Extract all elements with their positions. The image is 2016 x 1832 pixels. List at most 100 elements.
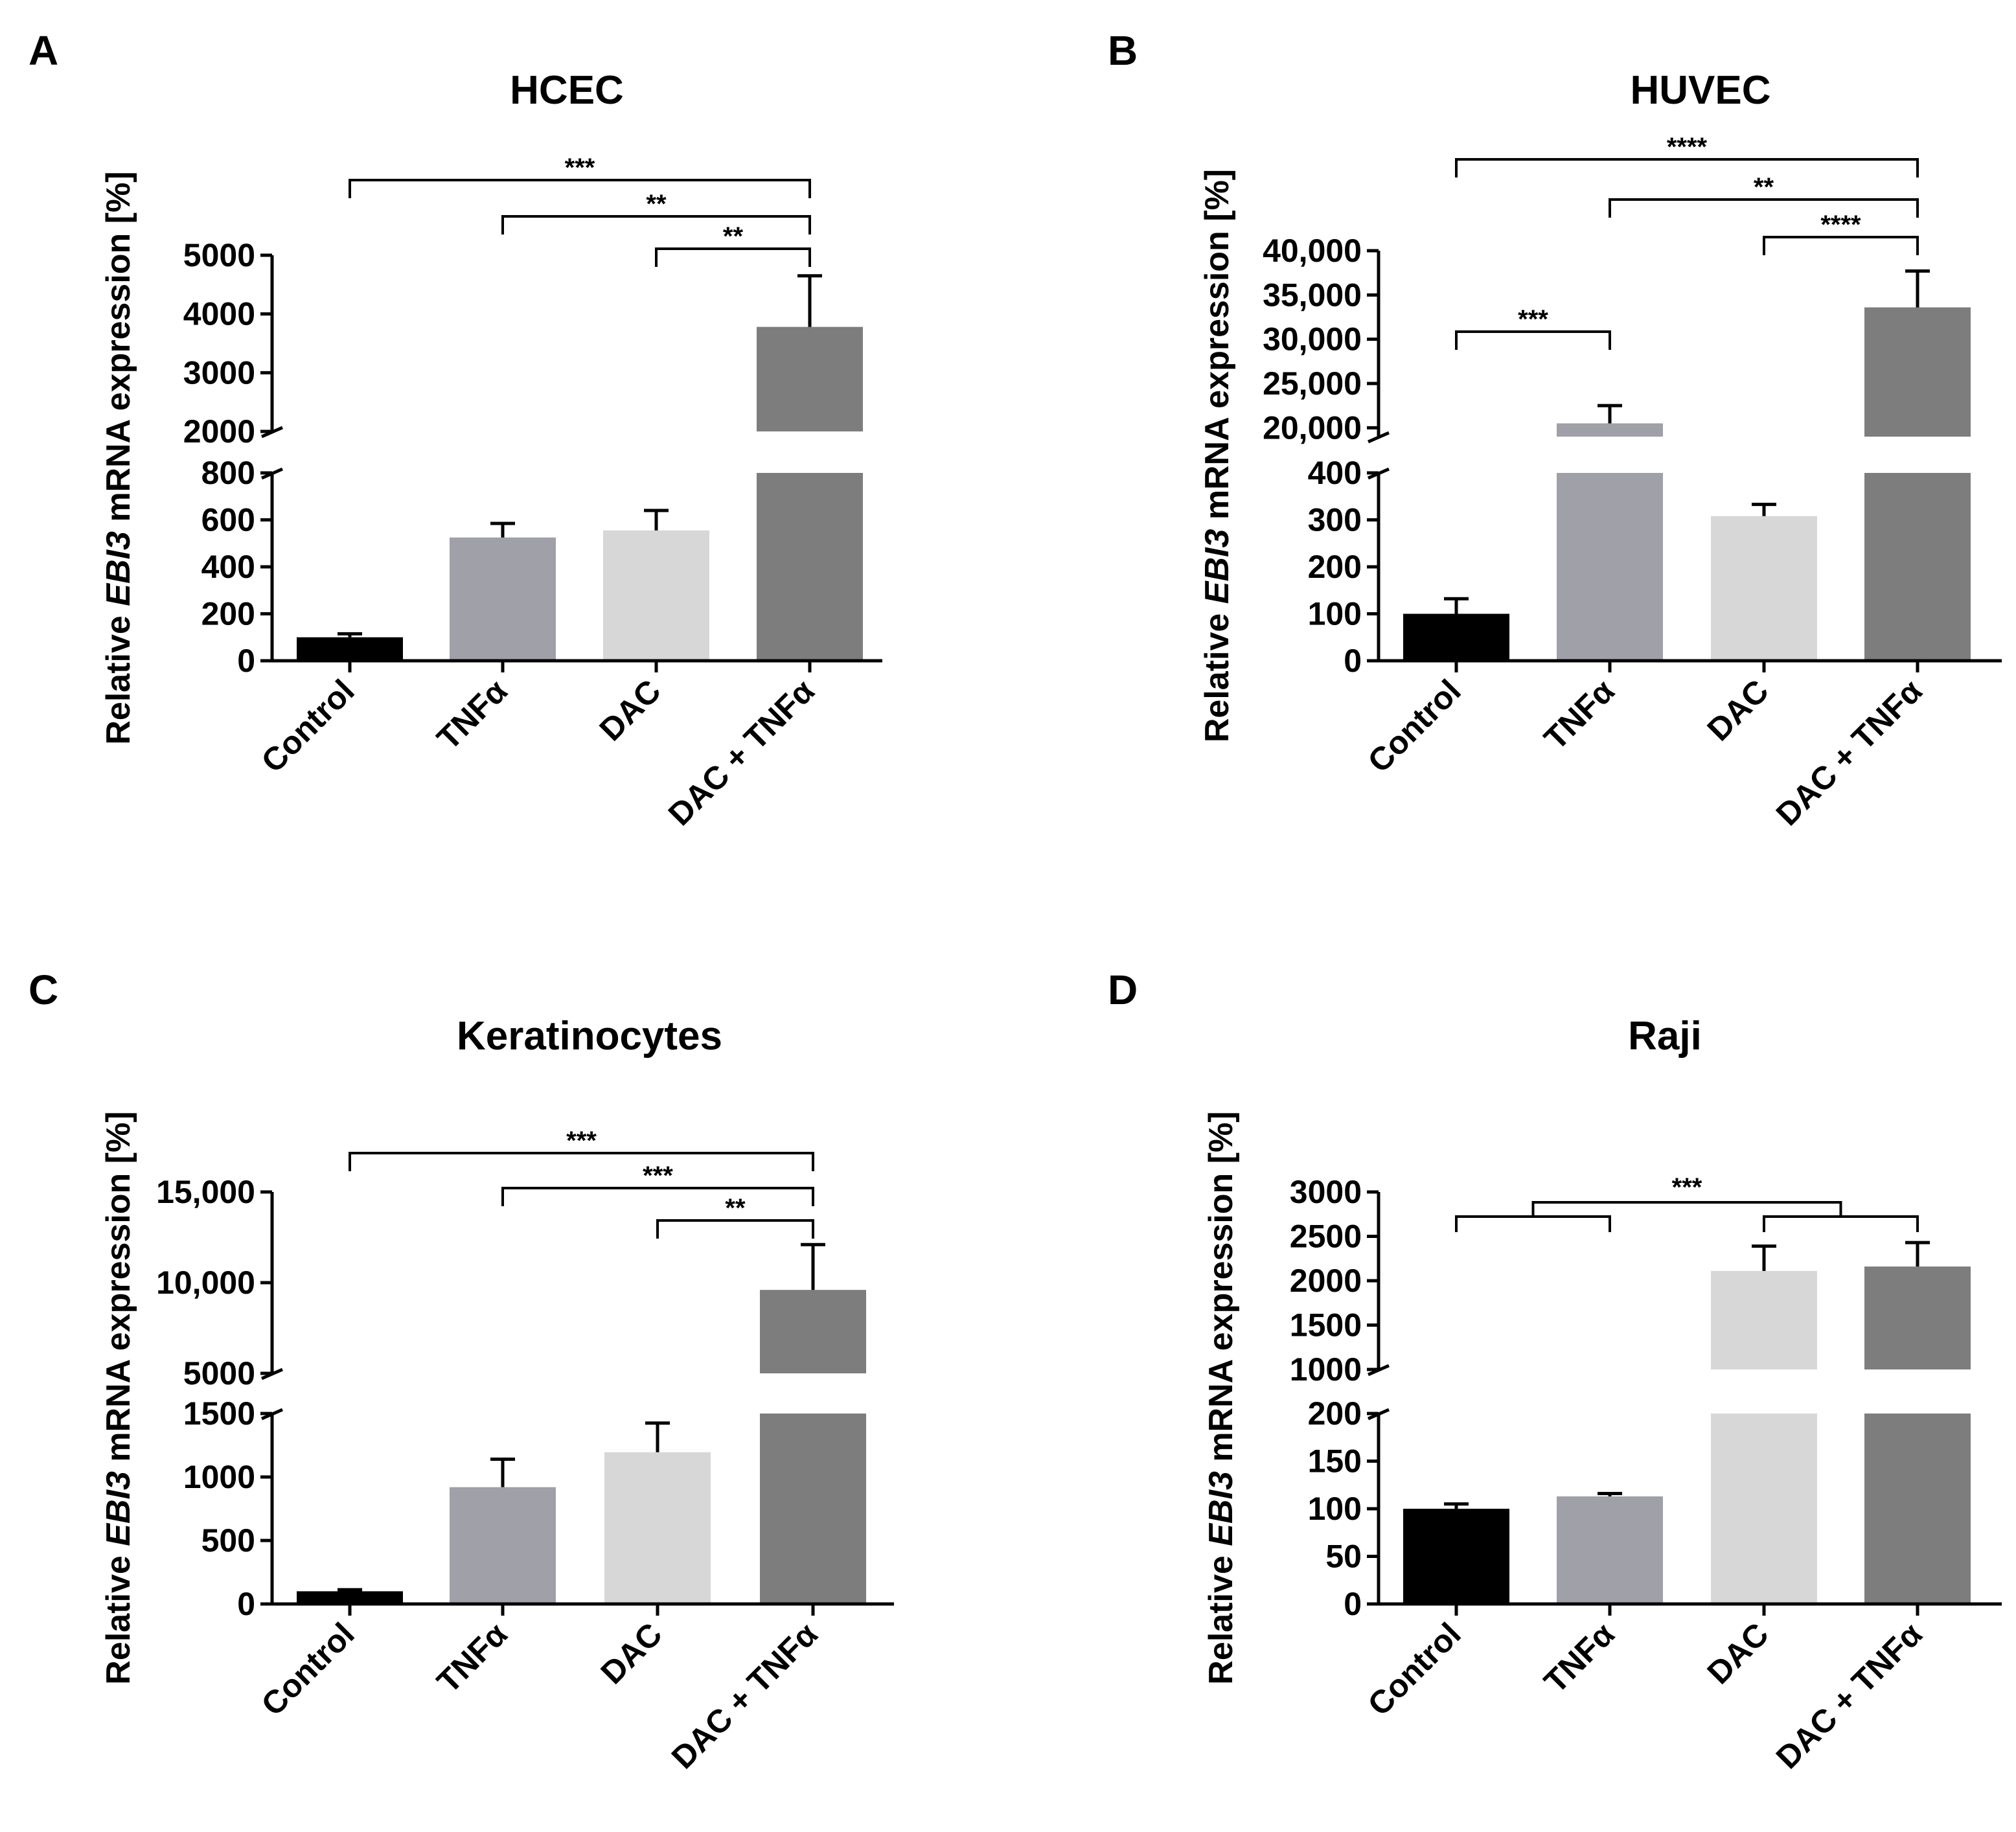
chart-title: Keratinocytes — [457, 1014, 722, 1059]
y-tick-label: 5000 — [183, 1355, 255, 1391]
y-axis-label: Relative EBI3 mRNA expression [%] — [100, 171, 137, 744]
significance-bracket — [1763, 236, 1919, 255]
y-tick-label: 20,000 — [1263, 409, 1362, 446]
y-tick-label: 200 — [1308, 1395, 1362, 1432]
significance-label: ** — [1754, 173, 1774, 201]
y-axis-label: Relative EBI3 mRNA expression [%] — [1198, 169, 1236, 742]
panel-B: B HUVEC Relative EBI3 mRNA expression [%] 0… — [1108, 27, 2002, 832]
bar — [450, 1487, 556, 1604]
chart-title: HUVEC — [1630, 68, 1770, 113]
significance-bracket — [501, 215, 811, 235]
bar — [1557, 1496, 1663, 1604]
y-tick-label: 1000 — [183, 1459, 255, 1495]
bar — [297, 637, 403, 661]
y-axis-label-post: mRNA expression [%] — [100, 171, 137, 531]
bar-lower-segment — [1557, 473, 1663, 661]
category-label: DAC + TNFα — [1769, 672, 1929, 832]
y-tick-label: 400 — [201, 549, 255, 585]
y-axis-label-post: mRNA expression [%] — [1202, 1111, 1240, 1471]
y-tick-label: 1500 — [1290, 1307, 1362, 1344]
bar — [297, 1591, 403, 1604]
bar-upper-segment — [1557, 423, 1663, 437]
significance-label: ** — [646, 190, 667, 218]
significance-label: ** — [723, 222, 744, 251]
bar-upper-segment — [1864, 1266, 1971, 1369]
y-tick-label: 100 — [1308, 1491, 1362, 1527]
y-tick-label: 2000 — [1290, 1263, 1362, 1299]
category-label: Control — [255, 1616, 361, 1723]
bar-lower-segment — [1864, 473, 1971, 661]
category-label: DAC — [594, 1616, 669, 1691]
significance-label: **** — [1667, 133, 1708, 161]
panel-A: A HCEC Relative EBI3 mRNA expression [%] 0 2… — [29, 27, 882, 832]
y-tick-label: 40,000 — [1263, 233, 1362, 269]
category-label: DAC — [1701, 672, 1776, 748]
category-label: DAC — [1701, 1616, 1776, 1691]
y-tick-label: 500 — [201, 1522, 255, 1559]
y-tick-label: 0 — [1344, 1586, 1362, 1622]
significance-label: *** — [1518, 305, 1548, 334]
category-label: Control — [1361, 672, 1468, 779]
significance-bracket — [655, 247, 811, 267]
category-label: TNFα — [430, 672, 514, 757]
y-axis-label-gene: EBI3 — [100, 531, 137, 606]
category-label: DAC — [593, 672, 668, 748]
bar-upper-segment — [757, 326, 863, 431]
bar-lower-segment — [760, 1414, 866, 1604]
category-label: TNFα — [430, 1616, 514, 1700]
panel-C: C Keratinocytes Relative EBI3 mRNA express… — [29, 967, 894, 1776]
group-bracket-left — [1455, 1215, 1611, 1232]
y-axis-label-gene: EBI3 — [1202, 1471, 1240, 1546]
category-label: DAC + TNFα — [1769, 1616, 1929, 1776]
category-label: Control — [255, 672, 361, 779]
category-label: Control — [1361, 1616, 1468, 1723]
y-tick-label: 100 — [1308, 596, 1362, 632]
y-tick-label: 150 — [1308, 1443, 1362, 1480]
significance-bracket — [1455, 330, 1611, 350]
panel-D: D Raji Relative EBI3 mRNA expression [%] 0 5… — [1108, 967, 2002, 1776]
category-label: DAC + TNFα — [665, 1616, 825, 1776]
y-tick-label: 1500 — [183, 1395, 255, 1432]
panel-letter: B — [1108, 27, 1138, 74]
axis-break-mark — [1367, 431, 1390, 444]
y-tick-label: 3000 — [183, 354, 255, 391]
y-axis-label: Relative EBI3 mRNA expression [%] — [1202, 1111, 1240, 1684]
y-axis-label-pre: Relative — [1202, 1546, 1240, 1685]
panel-letter: C — [29, 967, 58, 1013]
y-tick-label: 3000 — [1290, 1174, 1362, 1210]
y-tick-label: 25,000 — [1263, 365, 1362, 402]
significance-label: *** — [566, 1127, 597, 1155]
category-label: DAC + TNFα — [661, 672, 821, 832]
panel-letter: A — [29, 27, 58, 74]
bar — [1403, 1509, 1509, 1604]
significance-label: **** — [1820, 211, 1861, 239]
y-tick-label: 2000 — [183, 413, 255, 450]
bar — [604, 1452, 711, 1604]
y-tick-label: 200 — [1308, 549, 1362, 585]
significance-bracket — [1455, 158, 1919, 177]
category-label: TNFα — [1537, 1616, 1621, 1700]
significance-bracket — [349, 1152, 814, 1171]
y-axis-label-gene: EBI3 — [100, 1471, 137, 1546]
y-axis-label-pre: Relative — [100, 606, 137, 745]
bar-upper-segment — [760, 1290, 866, 1373]
y-tick-label: 0 — [237, 643, 255, 679]
significance-label: ** — [725, 1194, 746, 1222]
bar — [1711, 516, 1817, 661]
y-axis-label-pre: Relative — [100, 1546, 137, 1685]
y-tick-label: 400 — [1308, 455, 1362, 491]
y-tick-label: 600 — [201, 502, 255, 538]
significance-bracket — [656, 1219, 814, 1239]
y-tick-label: 50 — [1325, 1539, 1362, 1575]
y-tick-label: 0 — [237, 1586, 255, 1622]
y-axis-label-post: mRNA expression [%] — [1198, 169, 1236, 529]
significance-bracket — [349, 179, 811, 198]
y-tick-label: 15,000 — [156, 1174, 255, 1210]
bar-lower-segment — [1864, 1414, 1971, 1604]
y-tick-label: 1000 — [1290, 1351, 1362, 1388]
bar — [450, 537, 556, 661]
significance-label: *** — [565, 154, 595, 182]
chart-title: HCEC — [510, 68, 624, 113]
y-axis-label-post: mRNA expression [%] — [100, 1111, 137, 1471]
